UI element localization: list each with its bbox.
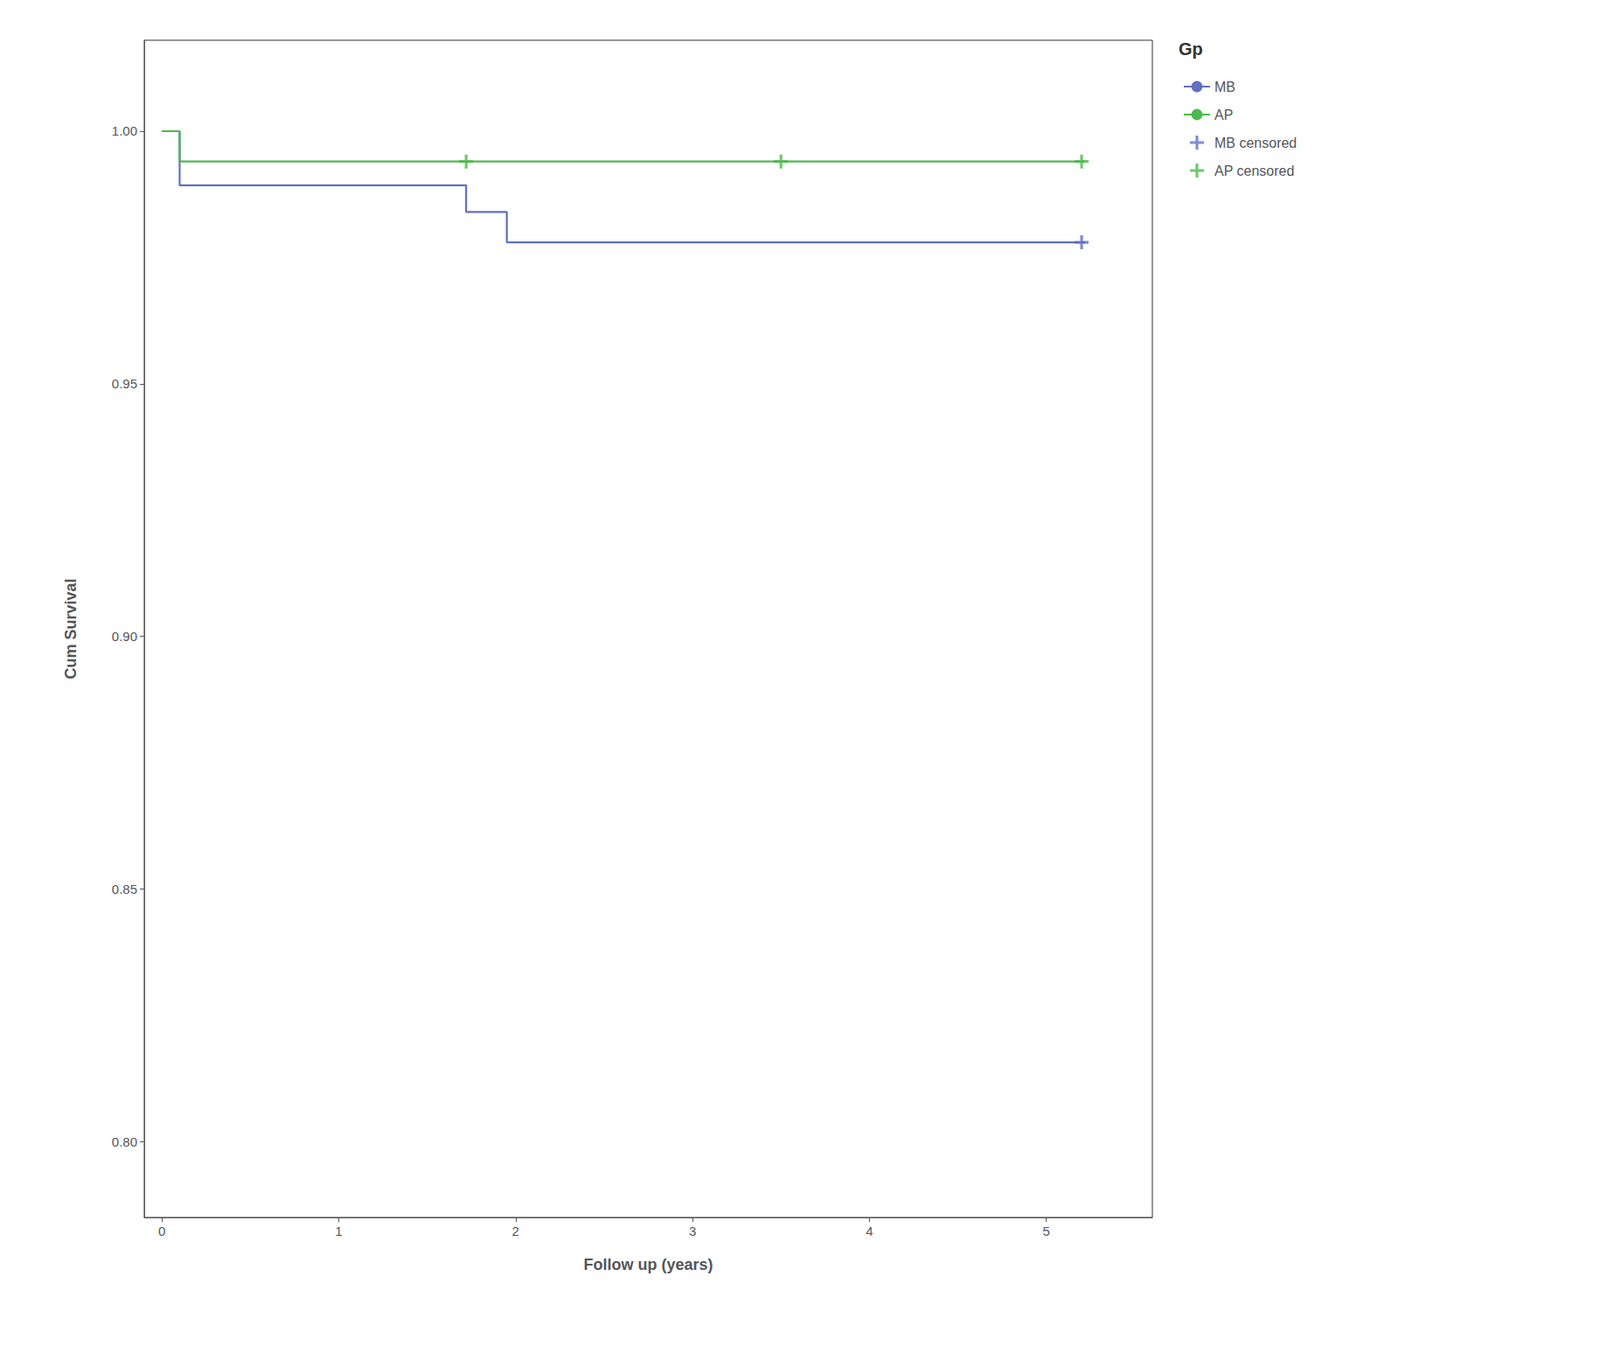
- svg-text:MB censored: MB censored: [1214, 135, 1297, 151]
- svg-text:0.90: 0.90: [111, 628, 138, 644]
- svg-text:Gp: Gp: [1178, 39, 1204, 59]
- svg-text:MB: MB: [1214, 79, 1236, 95]
- svg-text:0: 0: [158, 1223, 166, 1239]
- svg-text:4: 4: [865, 1223, 873, 1239]
- svg-text:AP: AP: [1214, 107, 1233, 123]
- svg-text:2: 2: [512, 1223, 520, 1239]
- svg-text:1.00: 1.00: [111, 123, 138, 139]
- svg-text:0.80: 0.80: [111, 1133, 138, 1149]
- svg-text:0.85: 0.85: [111, 881, 138, 897]
- svg-text:1: 1: [334, 1223, 342, 1239]
- svg-text:Cum Survival: Cum Survival: [62, 577, 80, 679]
- svg-text:AP censored: AP censored: [1214, 163, 1294, 179]
- svg-text:3: 3: [688, 1223, 696, 1239]
- svg-text:0.95: 0.95: [111, 375, 138, 391]
- svg-text:Follow up (years): Follow up (years): [583, 1255, 713, 1274]
- svg-text:5: 5: [1042, 1223, 1050, 1239]
